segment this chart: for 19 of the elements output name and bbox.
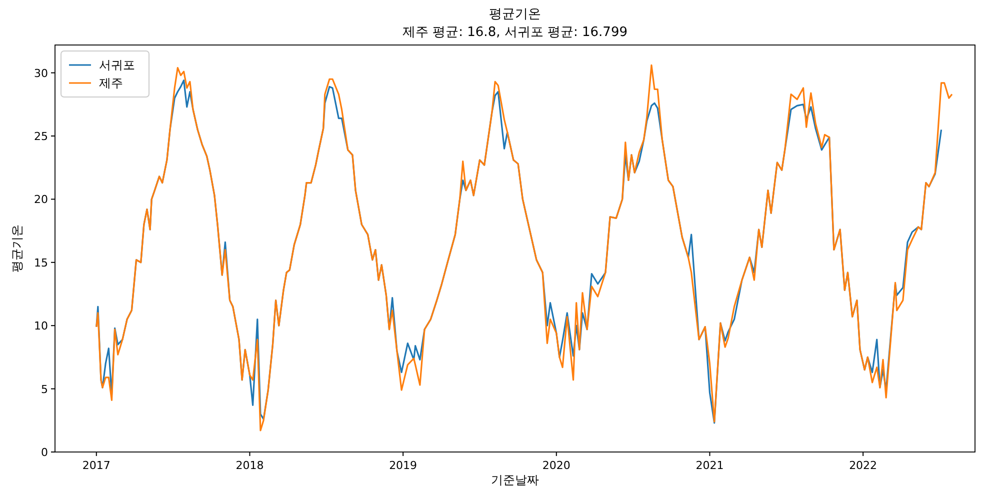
x-tick-label: 2017 — [82, 459, 110, 472]
y-tick-label: 30 — [34, 66, 48, 80]
legend-label: 제주 — [99, 76, 123, 90]
x-tick-label: 2018 — [236, 459, 264, 472]
y-tick-label: 25 — [34, 130, 48, 144]
x-tick-label: 2021 — [696, 459, 724, 472]
x-tick-label: 2020 — [542, 459, 570, 472]
y-tick-label: 15 — [34, 256, 48, 270]
x-tick-label: 2022 — [849, 459, 878, 472]
chart-subtitle: 제주 평균: 16.8, 서귀포 평균: 16.799 — [402, 25, 628, 40]
y-axis-title: 평균기온 — [10, 224, 24, 272]
legend-label: 서귀포 — [99, 58, 135, 72]
y-tick-label: 10 — [34, 320, 48, 333]
x-axis-title: 기준날짜 — [491, 473, 539, 487]
y-tick-label: 0 — [41, 446, 48, 459]
x-tick-label: 2019 — [389, 459, 418, 472]
y-tick-label: 20 — [34, 193, 48, 206]
y-tick-label: 5 — [41, 382, 48, 396]
chart-title: 평균기온 — [489, 7, 541, 22]
